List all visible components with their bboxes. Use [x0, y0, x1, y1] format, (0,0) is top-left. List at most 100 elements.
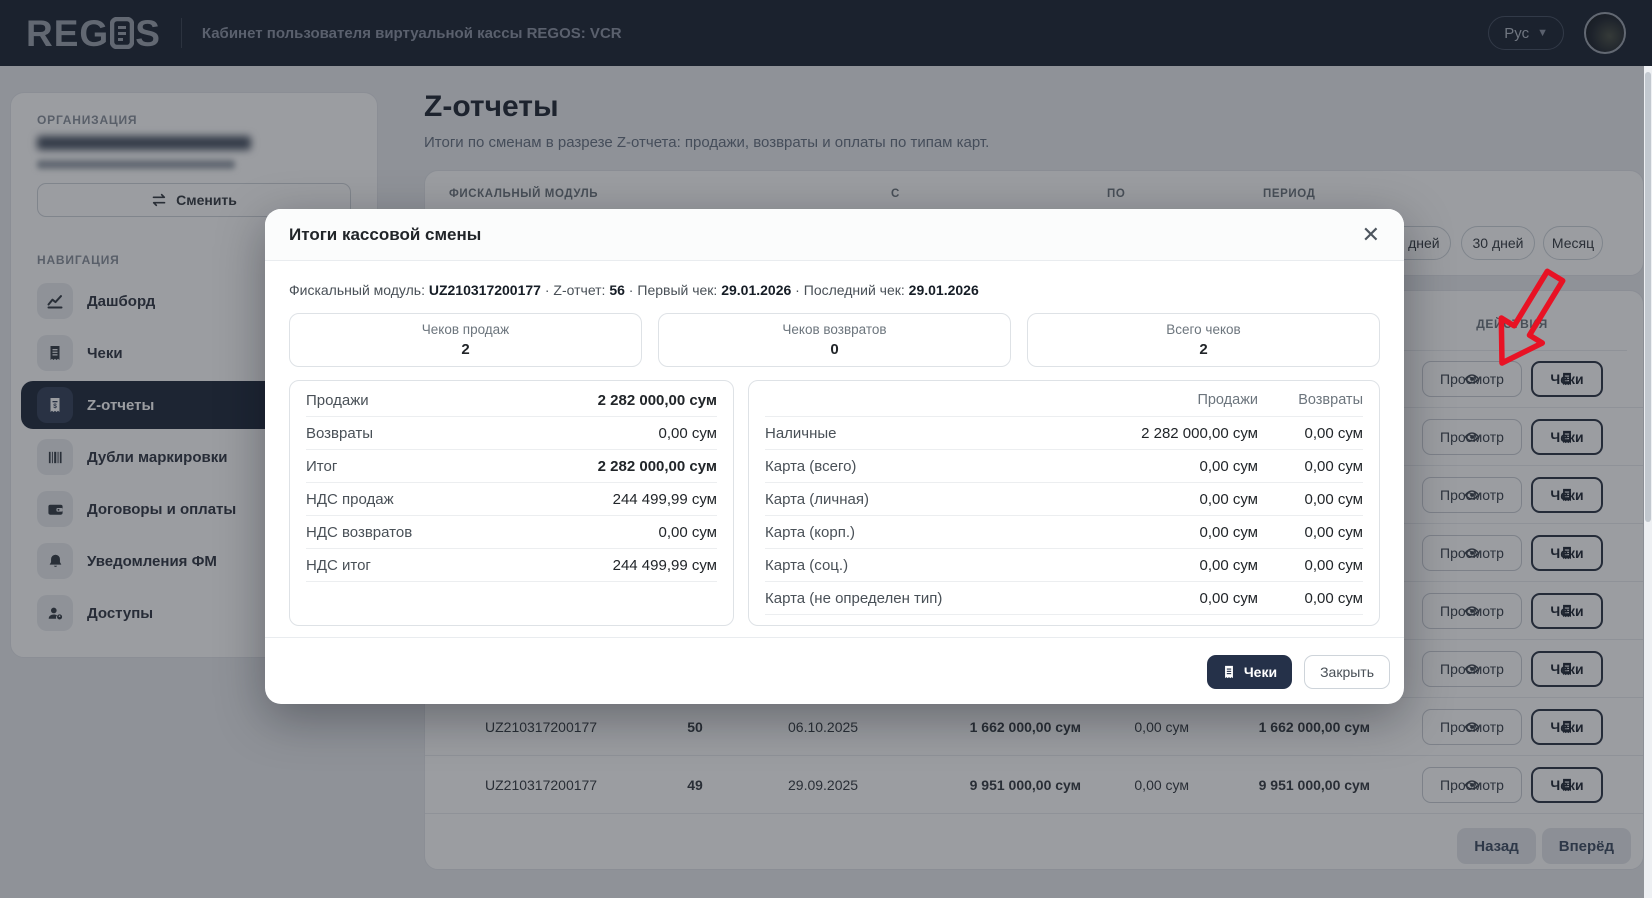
payment-label: Карта (соц.)	[765, 556, 849, 574]
view-button[interactable]: Просмотр	[1422, 651, 1522, 687]
stats-row: Чеков продаж 2 Чеков возвратов 0 Всего ч…	[265, 298, 1404, 367]
pagination-next-button[interactable]: Вперёд	[1541, 828, 1631, 864]
receipt-icon	[1224, 665, 1233, 679]
totals-value: 244 499,99 сум	[612, 556, 717, 574]
view-button[interactable]: Просмотр	[1422, 767, 1522, 803]
eye-icon	[1464, 374, 1480, 384]
checks-button[interactable]: Чеки	[1531, 767, 1603, 803]
modal-checks-button[interactable]: Чеки	[1206, 655, 1293, 689]
checks-button[interactable]: Чеки	[1531, 709, 1603, 745]
totals-row: Возвраты 0,00 сум	[306, 417, 717, 450]
cell-module: UZ210317200177	[485, 718, 598, 735]
stat-card-return-checks: Чеков возвратов 0	[658, 313, 1011, 367]
sidebar-item-dashboard[interactable]: Дашборд	[37, 275, 351, 327]
view-button[interactable]: Просмотр	[1422, 709, 1522, 745]
modal-header: Итоги кассовой смены ✕	[265, 209, 1404, 261]
payment-sales: 2 282 000,00 сум	[1141, 424, 1258, 442]
shift-summary-modal: Итоги кассовой смены ✕ Фискальный модуль…	[265, 209, 1404, 704]
fiscal-info-line: Фискальный модуль: UZ210317200177 · Z-от…	[265, 261, 1404, 298]
filter-label-from: С	[891, 188, 900, 200]
modal-title: Итоги кассовой смены	[289, 224, 482, 244]
summary-panels: Продажи 2 282 000,00 сум Возвраты 0,00 сум…	[265, 367, 1404, 626]
change-org-button[interactable]: Сменить	[37, 183, 351, 217]
sidebar-item-checks[interactable]: Чеки	[37, 327, 351, 379]
receipt-icon	[1563, 604, 1571, 618]
view-button[interactable]: Просмотр	[1422, 477, 1522, 513]
sidebar-item-label: Z-отчеты	[87, 396, 155, 414]
eye-icon	[1464, 664, 1480, 674]
view-label: Просмотр	[1440, 545, 1504, 561]
sidebar-item-marking-duplicates[interactable]: Дубли маркировки	[37, 431, 351, 483]
payments-row: Карта (корп.) 0,00 сум 0,00 сум	[765, 516, 1363, 549]
last-check-value: 29.01.2026	[908, 282, 979, 298]
checks-button[interactable]: Чеки	[1531, 593, 1603, 629]
eye-icon	[1464, 722, 1480, 732]
language-selector[interactable]: Рус ▼	[1488, 16, 1564, 50]
view-label: Просмотр	[1440, 719, 1504, 735]
totals-row: НДС возвратов 0,00 сум	[306, 516, 717, 549]
payments-row: Карта (личная) 0,00 сум 0,00 сум	[765, 483, 1363, 516]
payment-returns: 0,00 сум	[1304, 589, 1363, 607]
app-header: REG S Кабинет пользователя виртуальной ка…	[0, 0, 1652, 66]
sidebar-item-fm-notifications[interactable]: Уведомления ФМ	[37, 535, 351, 587]
view-label: Просмотр	[1440, 777, 1504, 793]
view-button[interactable]: Просмотр	[1422, 535, 1522, 571]
receipt-icon	[37, 335, 73, 371]
close-icon[interactable]: ✕	[1361, 221, 1380, 247]
checks-button[interactable]: Чеки	[1531, 419, 1603, 455]
zreport-icon: $	[37, 387, 73, 423]
totals-row: НДС итог 244 499,99 сум	[306, 549, 717, 582]
totals-label: Возвраты	[306, 424, 374, 442]
view-label: Просмотр	[1440, 487, 1504, 503]
chart-line-icon	[37, 283, 73, 319]
filter-label-module: ФИСКАЛЬНЫЙ МОДУЛЬ	[449, 188, 599, 200]
barcode-icon	[37, 439, 73, 475]
header-title: Кабинет пользователя виртуальной кассы R…	[201, 24, 622, 42]
totals-row: НДС продаж 244 499,99 сум	[306, 483, 717, 516]
zreport-label: Z-отчет:	[553, 282, 610, 298]
totals-panel: Продажи 2 282 000,00 сум Возвраты 0,00 сум…	[289, 380, 734, 626]
modal-close-button[interactable]: Закрыть	[1304, 655, 1390, 689]
payment-label: Карта (корп.)	[765, 523, 855, 541]
payment-returns: 0,00 сум	[1304, 523, 1363, 541]
scrollbar-thumb[interactable]	[1645, 72, 1651, 522]
period-button-month[interactable]: Месяц	[1543, 226, 1603, 260]
cell-module: UZ210317200177	[485, 776, 598, 793]
totals-row: Продажи 2 282 000,00 сум	[306, 384, 717, 417]
pagination-prev-button[interactable]: Назад	[1457, 828, 1536, 864]
table-row: UZ210317200177 50 06.10.2025 1 662 000,0…	[425, 698, 1643, 756]
modal-footer-divider	[265, 637, 1404, 638]
view-button[interactable]: Просмотр	[1422, 419, 1522, 455]
payment-returns: 0,00 сум	[1304, 490, 1363, 508]
checks-label: Чеки	[1550, 719, 1584, 735]
stat-value: 2	[1199, 341, 1208, 358]
avatar[interactable]	[1584, 12, 1626, 54]
checks-label: Чеки	[1550, 487, 1584, 503]
checks-button[interactable]: Чеки	[1531, 535, 1603, 571]
payments-row: Карта (соц.) 0,00 сум 0,00 сум	[765, 549, 1363, 582]
scrollbar-track[interactable]	[1644, 66, 1652, 898]
zreport-value: 56	[609, 282, 625, 298]
totals-label: НДС итог	[306, 556, 371, 574]
totals-label: Продажи	[306, 391, 369, 409]
filter-label-period: ПЕРИОД	[1263, 188, 1316, 200]
checks-button[interactable]: Чеки	[1531, 477, 1603, 513]
view-button[interactable]: Просмотр	[1422, 361, 1522, 397]
payment-sales: 0,00 сум	[1199, 523, 1258, 541]
checks-label: Чеки	[1550, 371, 1584, 387]
view-button[interactable]: Просмотр	[1422, 593, 1522, 629]
table-row: UZ210317200177 49 29.09.2025 9 951 000,0…	[425, 756, 1643, 814]
period-button-30days[interactable]: 30 дней	[1461, 226, 1535, 260]
org-details-redacted	[37, 160, 235, 169]
user-key-icon	[37, 595, 73, 631]
language-label: Рус	[1504, 24, 1530, 42]
sidebar-item-access[interactable]: Доступы	[37, 587, 351, 639]
checks-button[interactable]: Чеки	[1531, 361, 1603, 397]
totals-row: Итог 2 282 000,00 сум	[306, 450, 717, 483]
payment-sales: 0,00 сум	[1199, 490, 1258, 508]
stat-value: 0	[830, 341, 839, 358]
checks-button[interactable]: Чеки	[1531, 651, 1603, 687]
sidebar-item-contracts[interactable]: Договоры и оплаты	[37, 483, 351, 535]
receipt-icon	[1563, 662, 1571, 676]
payment-sales: 0,00 сум	[1199, 589, 1258, 607]
